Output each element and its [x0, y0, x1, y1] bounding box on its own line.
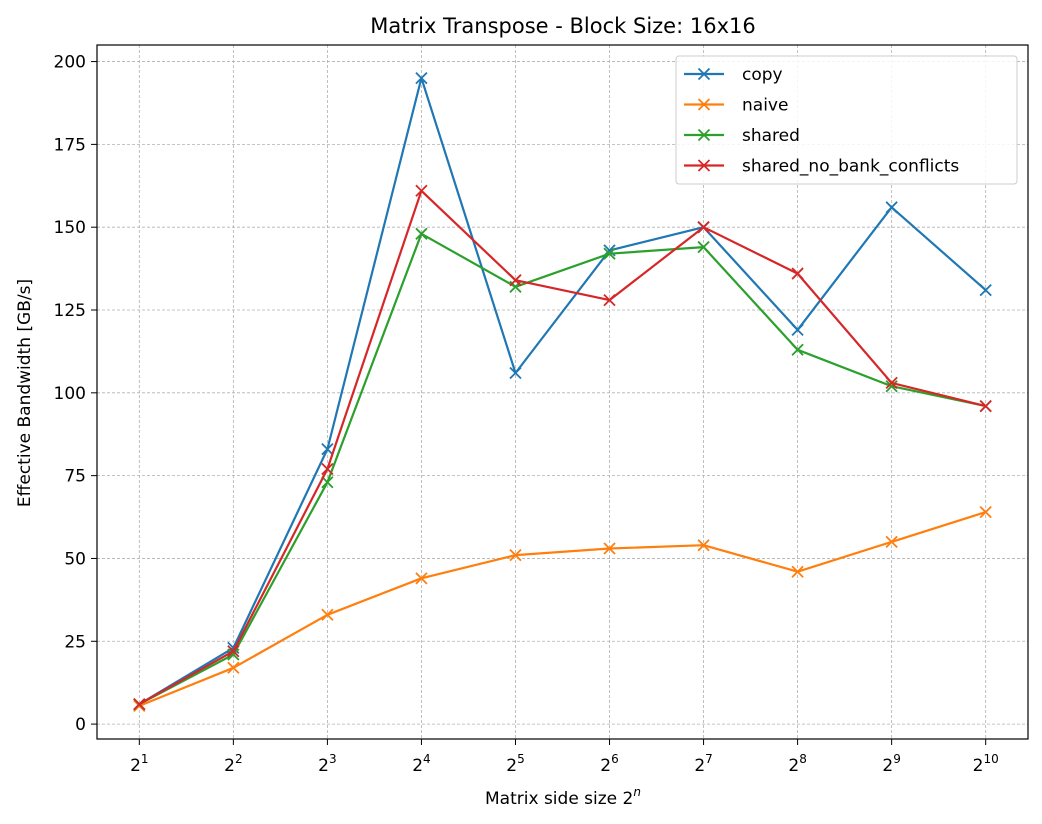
series-line-naive [138, 511, 987, 707]
data-point-shared [697, 240, 710, 254]
y-tick-label: 75 [64, 467, 86, 487]
data-point-copy [321, 443, 334, 456]
data-point-shared_no_bank_conflicts [697, 221, 710, 234]
x-tick-label: 210 [973, 752, 999, 776]
series-layer [133, 71, 992, 713]
data-point-shared_no_bank_conflicts [321, 462, 334, 476]
data-point-naive [321, 608, 334, 621]
y-tick-label: 100 [54, 384, 86, 404]
legend-item-shared: shared [684, 126, 800, 146]
data-point-shared_no_bank_conflicts [509, 274, 522, 287]
legend-marker [697, 159, 711, 172]
data-point-shared_no_bank_conflicts [133, 698, 146, 711]
x-axis-label: Matrix side size 2n [485, 785, 641, 809]
data-point-shared_no_bank_conflicts [885, 376, 898, 390]
x-tick-label: 23 [318, 752, 336, 776]
data-point-shared [415, 227, 428, 240]
data-point-naive [415, 572, 428, 585]
legend-label: shared_no_bank_conflicts [742, 157, 959, 177]
y-tick-label: 200 [54, 53, 86, 73]
legend-marker [697, 98, 711, 111]
data-point-naive [885, 535, 898, 549]
legend-marker [697, 67, 711, 81]
data-point-shared_no_bank_conflicts [791, 267, 804, 280]
legend-item-copy: copy [684, 65, 783, 85]
data-point-copy [885, 201, 898, 214]
legend-marker [697, 128, 711, 142]
data-point-shared_no_bank_conflicts [979, 399, 992, 413]
data-point-shared_no_bank_conflicts [603, 293, 616, 307]
y-tick-label: 125 [54, 301, 86, 321]
data-point-shared_no_bank_conflicts [227, 645, 240, 658]
x-axis: 21 22 23 24 25 26 27 28 29 210 [130, 739, 999, 776]
data-point-naive [979, 505, 992, 519]
series-line-shared_no_bank_conflicts [138, 189, 986, 706]
series-shared_no_bank_conflicts [133, 184, 992, 711]
y-tick-label: 0 [75, 715, 86, 735]
plot-frame [96, 44, 1029, 740]
data-point-shared [791, 343, 804, 356]
x-tick-label: 27 [694, 752, 712, 776]
y-axis-label: Effective Bandwidth [GB/s] [15, 279, 35, 507]
series-shared [133, 227, 992, 711]
x-tick-label: 21 [130, 752, 148, 776]
series-naive [133, 505, 992, 713]
y-tick-label: 25 [64, 632, 86, 652]
x-tick-label: 29 [882, 752, 900, 776]
data-point-naive [791, 565, 804, 578]
legend: copy naive shared shared_no_bank_conflicts [675, 55, 1018, 185]
chart-title: Matrix Transpose - Block Size: 16x16 [370, 14, 755, 38]
x-tick-label: 28 [788, 752, 806, 776]
data-point-naive [697, 539, 710, 552]
y-tick-label: 50 [64, 549, 86, 569]
x-tick-label: 26 [600, 752, 618, 776]
data-point-copy [791, 323, 804, 337]
x-tick-label: 25 [506, 752, 524, 776]
data-point-naive [227, 661, 240, 674]
data-point-shared [603, 247, 616, 260]
x-tick-label: 24 [412, 752, 430, 776]
legend-box [675, 55, 1018, 185]
data-point-copy [979, 283, 992, 297]
data-point-shared [227, 648, 240, 661]
x-tick-label: 22 [224, 752, 242, 776]
data-point-copy [509, 366, 522, 380]
series-line-copy [138, 76, 987, 706]
series-line-shared [138, 232, 986, 706]
legend-label: shared [742, 126, 800, 146]
data-point-shared [885, 380, 898, 393]
legend-item-shared_no_bank_conflicts: shared_no_bank_conflicts [684, 157, 959, 177]
legend-label: naive [742, 96, 788, 116]
data-point-shared [321, 476, 334, 489]
y-axis: 0 25 50 75 100 125 150 175 200 [54, 53, 97, 735]
legend-label: copy [742, 65, 783, 85]
y-tick-label: 175 [54, 135, 86, 155]
data-point-naive [509, 549, 522, 562]
data-point-copy [415, 71, 428, 85]
legend-item-naive: naive [684, 96, 788, 116]
y-tick-label: 150 [54, 218, 86, 238]
data-point-naive [603, 542, 616, 555]
data-point-shared_no_bank_conflicts [415, 184, 428, 197]
